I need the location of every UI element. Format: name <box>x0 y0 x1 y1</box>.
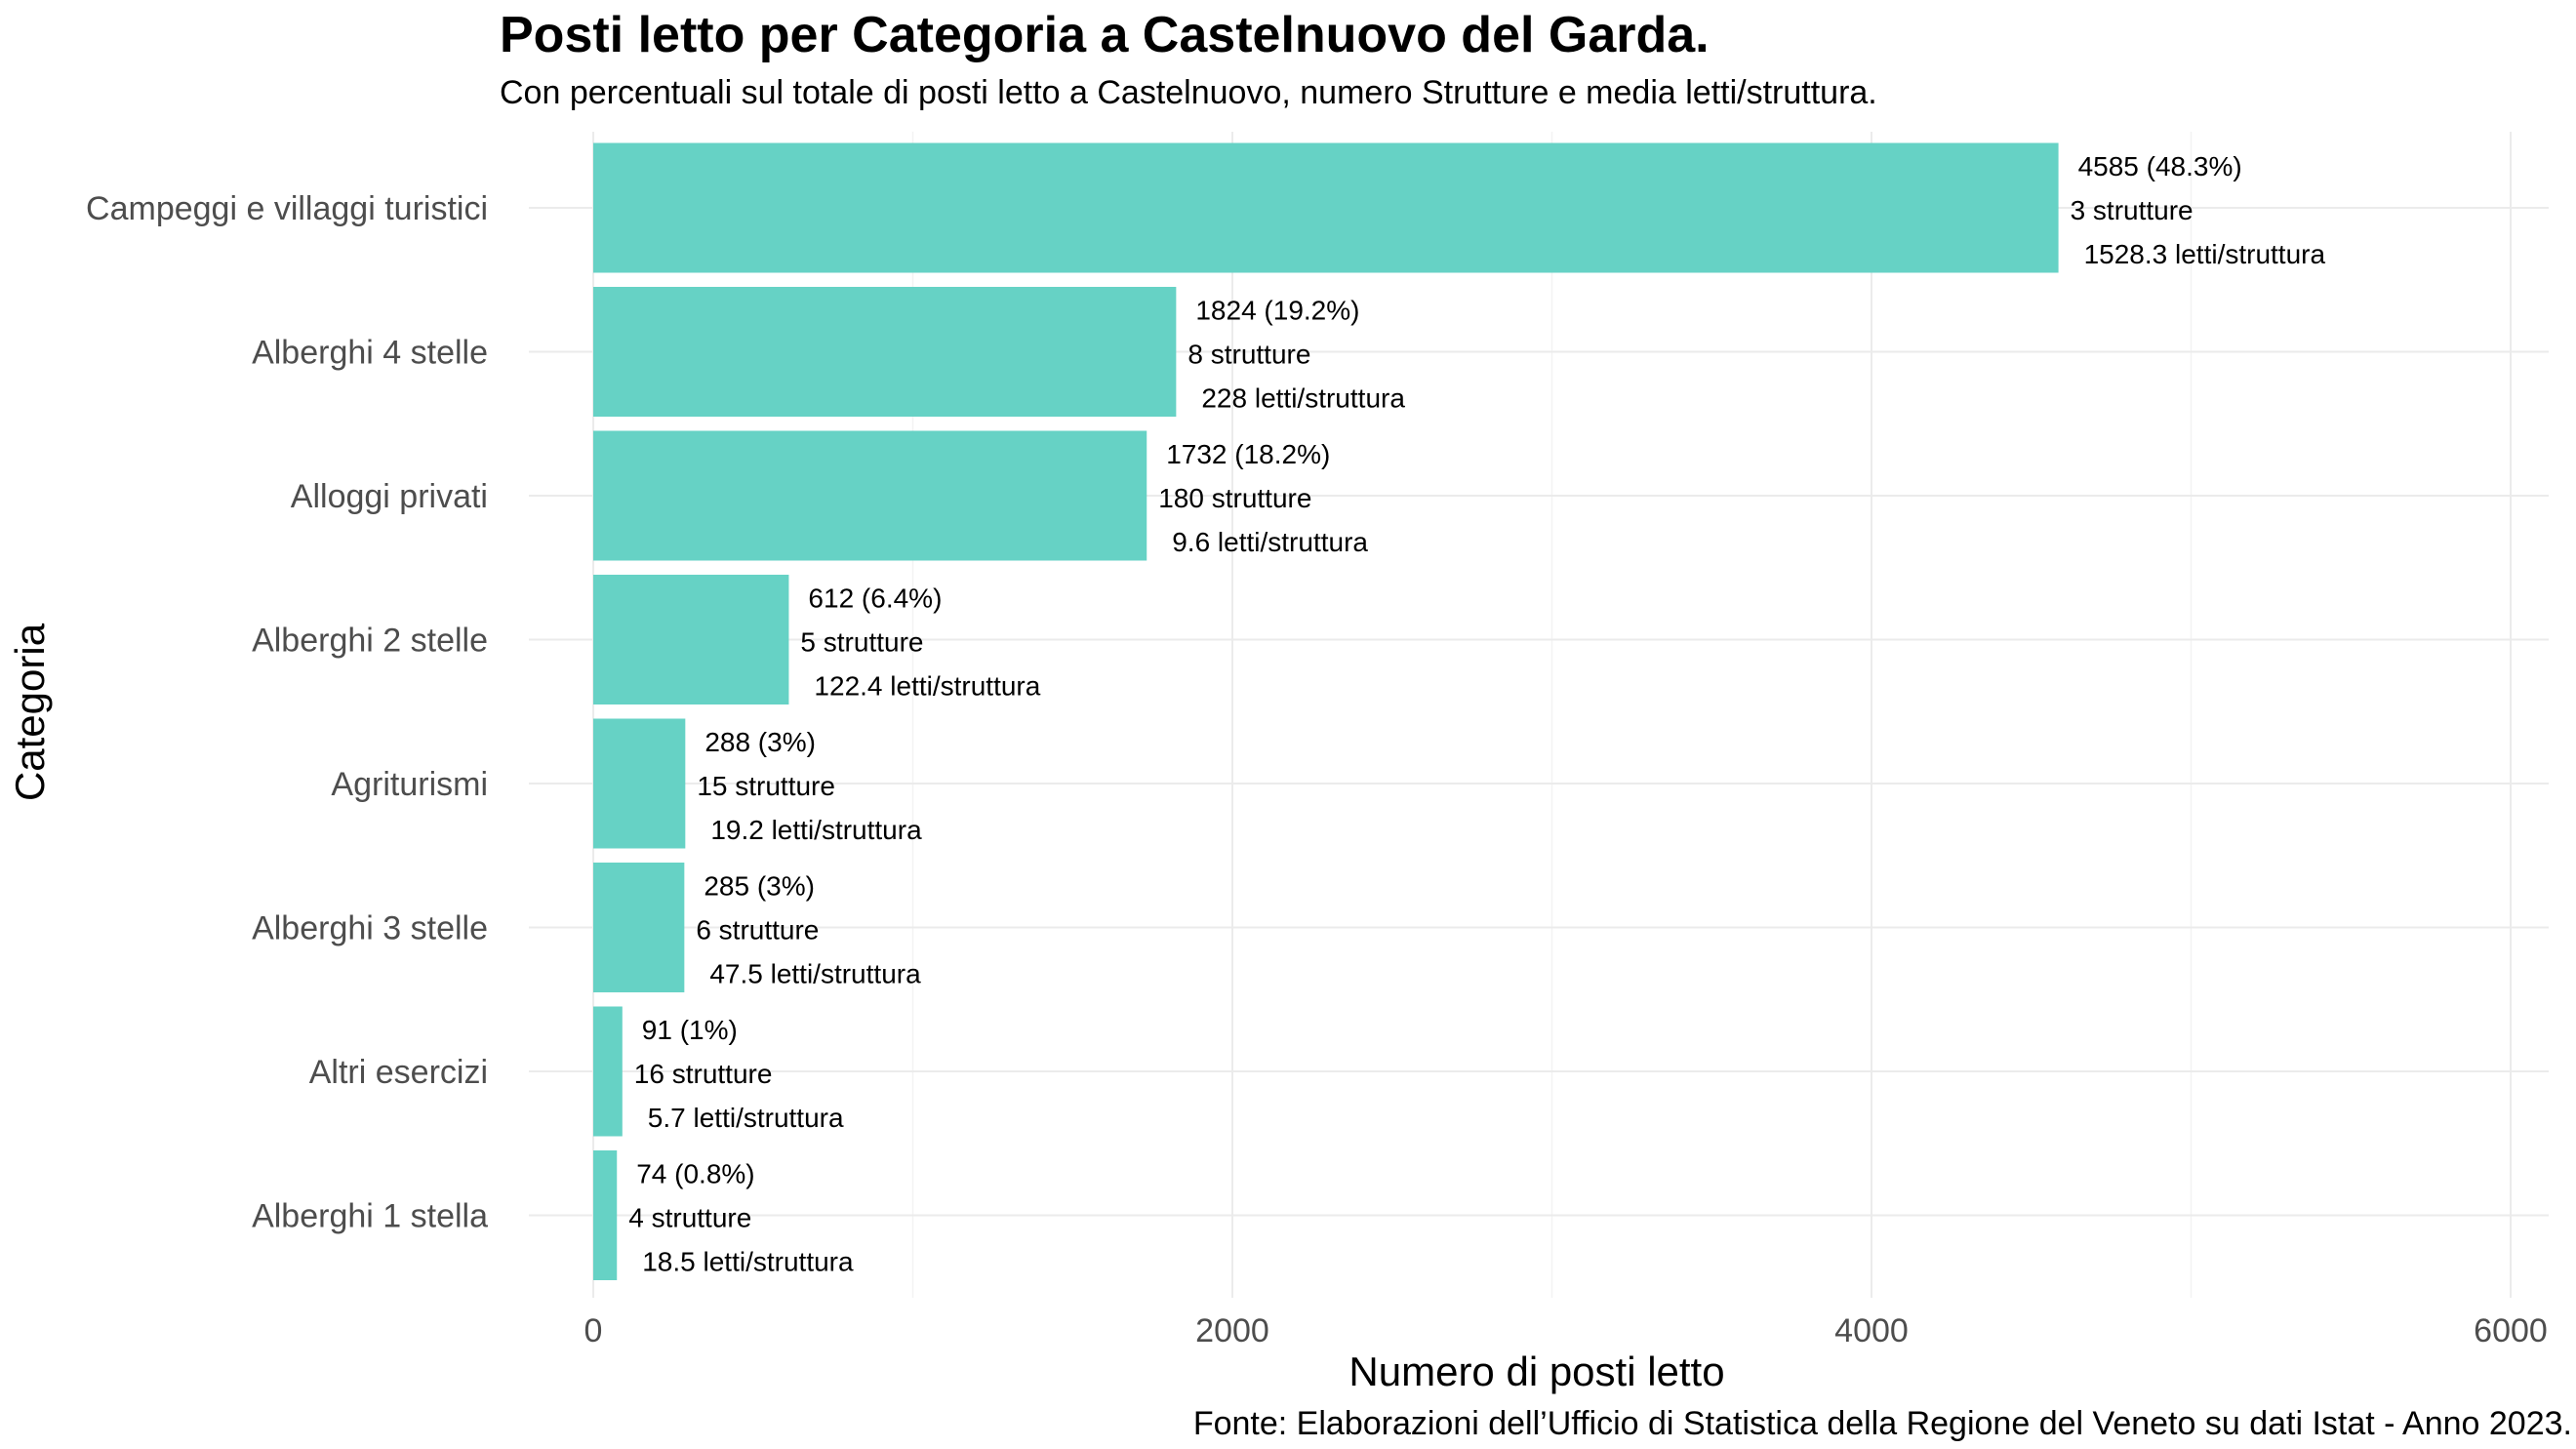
y-axis-title: Categoria <box>7 623 53 801</box>
bar-annotation: 612 (6.4%) <box>808 584 942 614</box>
category-label: Altri esercizi <box>309 1054 488 1091</box>
category-label: Agriturismi <box>331 766 488 803</box>
bar-annotation: 288 (3%) <box>704 727 816 757</box>
bar-annotation: 3 strutture <box>2071 195 2194 225</box>
bar-annotation: 19.2 letti/struttura <box>710 815 922 845</box>
bar-annotation: 47.5 letti/struttura <box>709 959 921 989</box>
x-tick-label: 2000 <box>1195 1312 1269 1349</box>
bar-annotation: 18.5 letti/struttura <box>642 1247 854 1277</box>
bar-annotations: 4585 (48.3%) 3 strutture 1528.3 letti/stru… <box>628 151 2325 1277</box>
bar-annotation: 180 strutture <box>1158 483 1311 513</box>
bar-annotation: 228 letti/struttura <box>1201 383 1405 414</box>
bar-annotation: 5 strutture <box>800 627 923 658</box>
bar <box>593 575 789 704</box>
chart-title: Posti letto per Categoria a Castelnuovo … <box>500 7 1710 63</box>
bar-annotation: 6 strutture <box>696 915 819 946</box>
chart-subtitle: Con percentuali sul totale di posti lett… <box>500 74 1877 111</box>
bar-annotation: 91 (1%) <box>642 1015 738 1045</box>
x-tick-label: 0 <box>584 1312 603 1349</box>
category-label: Campeggi e villaggi turistici <box>86 190 488 227</box>
bar-annotation: 8 strutture <box>1187 340 1310 370</box>
bar-annotation: 122.4 letti/struttura <box>814 671 1040 702</box>
bar <box>593 1006 623 1137</box>
bar-annotation: 285 (3%) <box>704 871 815 902</box>
x-axis-title: Numero di posti letto <box>1348 1348 1724 1394</box>
bars-group <box>593 142 2059 1280</box>
x-tick-label: 4000 <box>1834 1312 1909 1349</box>
category-label: Alloggi privati <box>291 478 488 515</box>
bar <box>593 1150 618 1280</box>
x-tick-label: 6000 <box>2474 1312 2548 1349</box>
bar-annotation: 4585 (48.3%) <box>2078 151 2242 181</box>
bar <box>593 430 1147 561</box>
bar-annotation: 16 strutture <box>634 1059 773 1089</box>
bar-annotation: 9.6 letti/struttura <box>1172 527 1368 557</box>
gridlines <box>529 132 2549 1298</box>
bar-annotation: 15 strutture <box>697 771 835 801</box>
bar-annotation: 4 strutture <box>628 1203 751 1233</box>
chart-caption: Fonte: Elaborazioni dell’Ufficio di Stat… <box>1193 1405 2572 1442</box>
bar <box>593 287 1177 417</box>
bar-annotation: 5.7 letti/struttura <box>648 1103 844 1133</box>
bar-annotation: 74 (0.8%) <box>636 1159 754 1189</box>
bar <box>593 718 686 849</box>
bar-annotation: 1824 (19.2%) <box>1195 296 1359 326</box>
x-tick-labels: 0 2000 4000 6000 <box>584 1312 2548 1349</box>
category-label: Alberghi 2 stelle <box>252 623 488 660</box>
bar-annotation: 1732 (18.2%) <box>1166 439 1330 469</box>
bar <box>593 863 685 992</box>
category-label: Alberghi 1 stella <box>252 1198 488 1235</box>
bar-annotation: 1528.3 letti/struttura <box>2084 239 2326 269</box>
category-labels: Campeggi e villaggi turistici Alberghi 4 … <box>86 190 488 1235</box>
category-label: Alberghi 4 stelle <box>252 335 488 372</box>
bar <box>593 142 2059 273</box>
category-label: Alberghi 3 stelle <box>252 910 488 947</box>
